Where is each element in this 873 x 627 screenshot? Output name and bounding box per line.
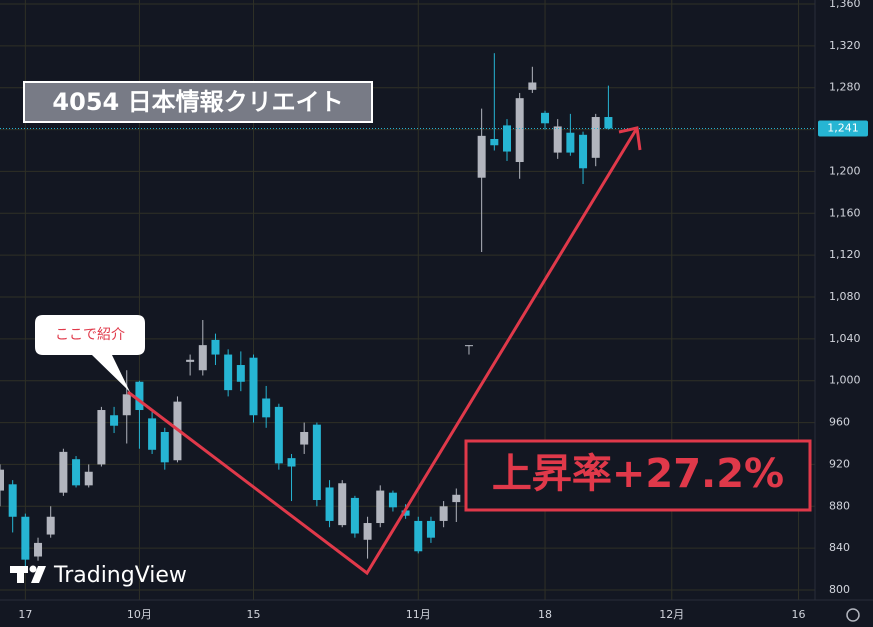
x-tick-label: 16: [792, 608, 806, 621]
x-tick-label: 15: [246, 608, 260, 621]
watermark: TradingView: [53, 563, 187, 588]
candle-body: [84, 471, 93, 486]
candle-body: [135, 381, 144, 411]
gain-text: 上昇率+27.2%: [492, 451, 784, 497]
candle-body: [148, 418, 157, 450]
candle-body: [274, 406, 283, 464]
candle-body: [477, 135, 486, 178]
candle-body: [566, 132, 575, 153]
candle-body: [198, 345, 207, 371]
candle-body: [591, 117, 600, 158]
candle-body: [72, 459, 81, 486]
tradingview-logo: [10, 565, 46, 583]
callout-bubble: [35, 315, 145, 392]
x-tick-label: 10月: [127, 608, 152, 621]
candle-body: [160, 431, 169, 463]
y-tick-label: 960: [829, 416, 850, 429]
candle-body: [249, 357, 258, 416]
candle-body: [452, 494, 461, 503]
trend-arrow: [127, 127, 639, 576]
candle-body: [528, 82, 537, 90]
candle-body: [325, 487, 334, 521]
candle-body: [350, 497, 359, 534]
y-tick-label: 1,000: [829, 374, 861, 387]
candle-body: [515, 98, 524, 163]
candle-body: [376, 490, 385, 524]
y-tick-label: 1,360: [829, 0, 861, 10]
y-tick-label: 1,160: [829, 206, 861, 219]
candle-body: [8, 484, 17, 517]
candle-body: [122, 394, 131, 416]
arrow-head: [618, 126, 642, 151]
candle-body: [287, 458, 296, 467]
candle-body: [110, 415, 119, 426]
candle-body: [59, 451, 68, 493]
candles: [0, 53, 815, 567]
candle-body: [21, 516, 30, 560]
candle-body: [363, 523, 372, 540]
candle-body: [211, 339, 220, 355]
y-tick-label: 920: [829, 457, 850, 470]
x-tick-label: 18: [538, 608, 552, 621]
candle-body: [579, 134, 588, 169]
y-tick-label: 1,280: [829, 81, 861, 94]
y-tick-label: 1,040: [829, 332, 861, 345]
callout-text: ここで紹介: [55, 327, 125, 343]
candle-body: [388, 492, 397, 508]
candle-body: [426, 520, 435, 538]
candle-body: [312, 424, 321, 501]
y-tick-label: 1,200: [829, 164, 861, 177]
y-tick-label: 1,080: [829, 290, 861, 303]
candle-body: [97, 410, 106, 465]
candle-body: [604, 117, 613, 129]
candle-body: [541, 112, 550, 124]
candle-body: [401, 510, 410, 516]
y-tick-label: 1,120: [829, 248, 861, 261]
candle-body: [236, 365, 245, 382]
last-price-label: 1,241: [827, 122, 859, 135]
y-tick-label: 840: [829, 541, 850, 554]
candle-body: [490, 138, 499, 146]
settings-icon[interactable]: [846, 608, 860, 622]
candle-body: [300, 431, 309, 445]
axes: 800 840 880 920 960 1,000 1,040 1,080 1,120 1,160…: [18, 0, 868, 621]
candle-body: [186, 359, 195, 362]
candle-body: [414, 520, 423, 552]
candle-body: [338, 483, 347, 526]
y-tick-label: 1,320: [829, 39, 861, 52]
x-tick-label: 11月: [406, 608, 431, 621]
title-box: [23, 81, 373, 123]
gain-box: [464, 439, 812, 512]
candle-body: [224, 354, 233, 391]
y-tick-label: 800: [829, 583, 850, 596]
candle-body: [439, 506, 448, 521]
x-tick-label: 17: [18, 608, 32, 621]
candle-body: [46, 516, 55, 535]
candle-body: [262, 398, 271, 418]
chart-title: 4054 日本情報クリエイト: [52, 88, 343, 116]
candle-body: [502, 125, 511, 152]
last-price-tag: [818, 120, 868, 137]
candle-body: [464, 345, 473, 347]
x-tick-label: 12月: [659, 608, 684, 621]
candle-body: [0, 469, 4, 491]
candle-body: [553, 126, 562, 153]
y-tick-label: 880: [829, 499, 850, 512]
candle-body: [34, 542, 43, 557]
